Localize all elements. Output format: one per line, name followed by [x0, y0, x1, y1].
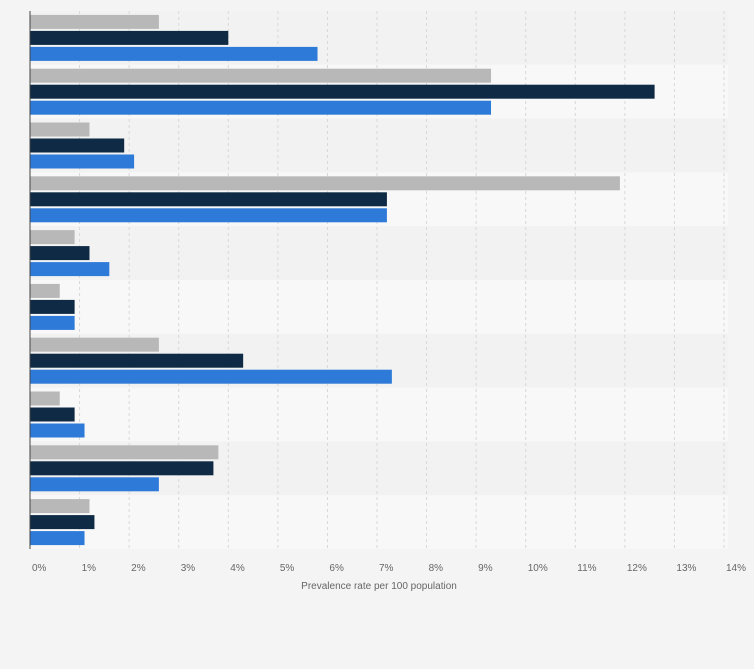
bar: [30, 407, 75, 422]
bar: [30, 68, 492, 83]
bar: [30, 84, 655, 99]
bar: [30, 262, 110, 277]
bar: [30, 122, 90, 137]
category-band: [30, 495, 728, 549]
category-band: [30, 280, 728, 334]
x-tick-label: 13%: [676, 563, 696, 574]
x-tick-label: 9%: [478, 563, 493, 574]
x-tick-label: 4%: [230, 563, 245, 574]
bar: [30, 391, 60, 406]
bar: [30, 499, 90, 514]
x-tick-label: 8%: [429, 563, 444, 574]
bar: [30, 445, 219, 460]
category-band: [30, 226, 728, 280]
x-tick-label: 11%: [577, 563, 596, 574]
bar: [30, 14, 159, 29]
bar: [30, 192, 387, 207]
bar: [30, 515, 95, 530]
bar: [30, 369, 392, 384]
x-tick-label: 14%: [726, 563, 746, 574]
x-tick-label: 1%: [82, 563, 97, 574]
x-tick-label: 12%: [627, 563, 647, 574]
bar: [30, 30, 229, 45]
x-tick-label: 5%: [280, 563, 295, 574]
bar: [30, 315, 75, 330]
bar: [30, 176, 620, 191]
x-tick-labels: 0% 1% 2% 3% 4% 5% 6% 7% 8% 9% 10% 11% 12% 13% 14%: [32, 563, 746, 574]
bar: [30, 154, 135, 169]
x-tick-label: 3%: [181, 563, 196, 574]
bar: [30, 100, 492, 115]
bar: [30, 461, 214, 476]
bar: [30, 230, 75, 245]
x-tick-label: 10%: [528, 563, 548, 574]
bar: [30, 208, 387, 223]
x-axis-title: Prevalence rate per 100 population: [301, 581, 457, 592]
bar: [30, 299, 75, 314]
bar: [30, 46, 318, 61]
bar: [30, 337, 159, 352]
category-band: [30, 118, 728, 173]
x-tick-label: 7%: [379, 563, 394, 574]
x-tick-label: 6%: [329, 563, 344, 574]
bar: [30, 283, 60, 298]
x-tick-label: 0%: [32, 563, 47, 574]
bars: [30, 14, 655, 546]
bar: [30, 246, 90, 261]
x-tick-label: 2%: [131, 563, 146, 574]
bar: [30, 531, 85, 546]
bar: [30, 423, 85, 438]
bar: [30, 138, 125, 153]
bar: [30, 477, 159, 492]
category-band: [30, 387, 728, 442]
bar: [30, 353, 244, 368]
